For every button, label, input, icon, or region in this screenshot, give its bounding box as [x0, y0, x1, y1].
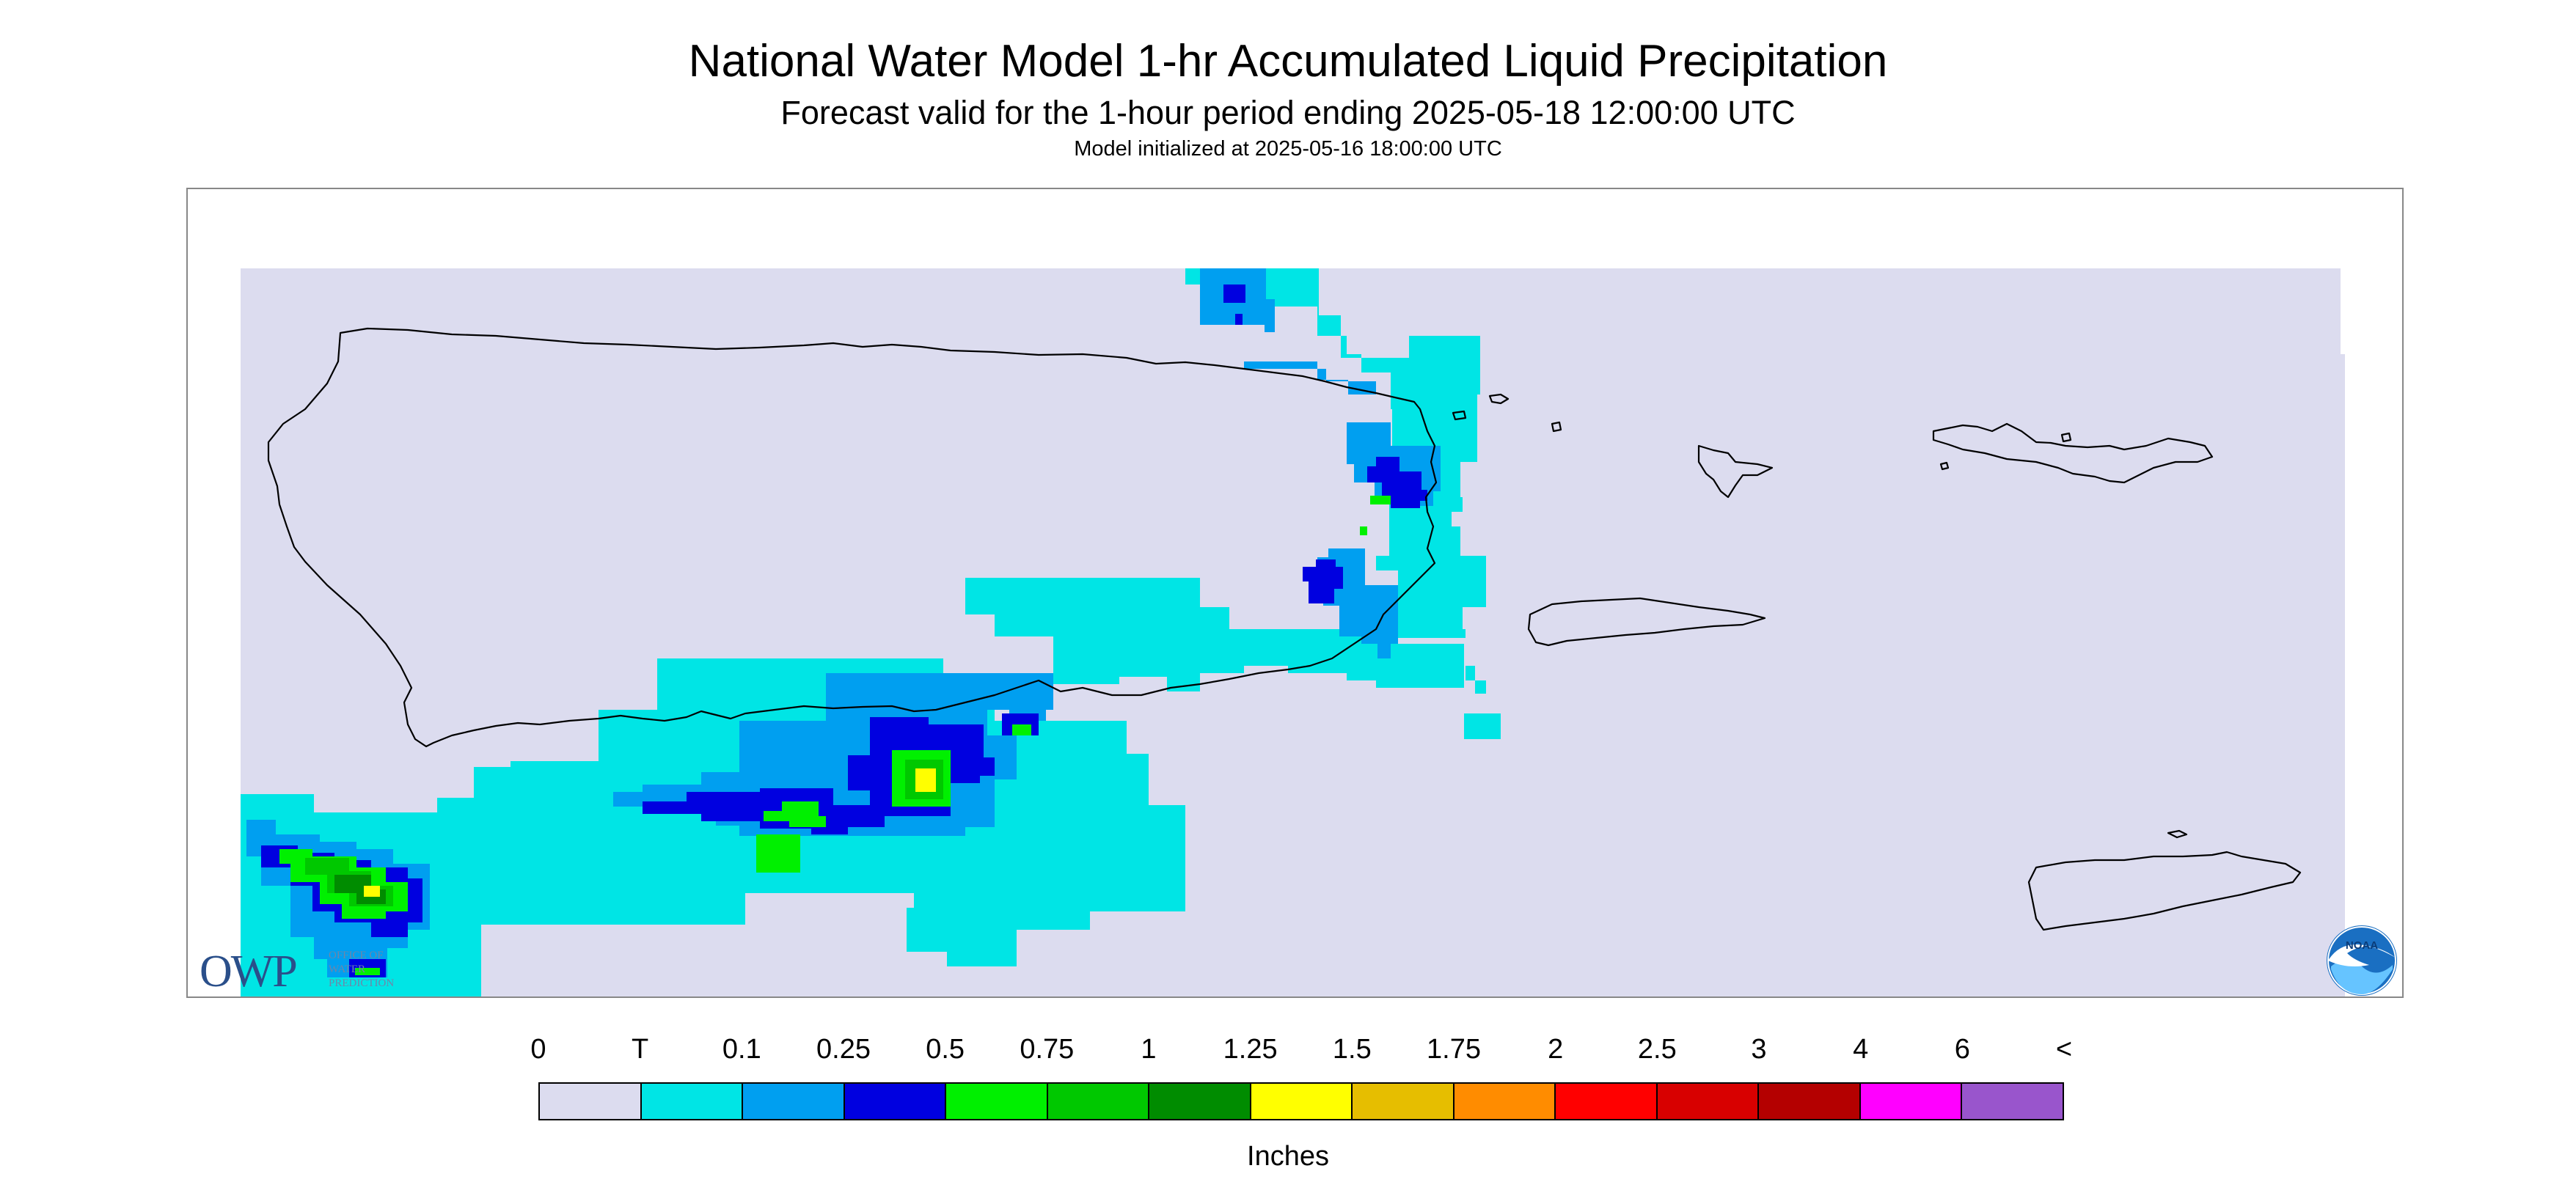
legend-tick-label: 6 — [1954, 1034, 1970, 1065]
legend-swatch — [1860, 1084, 1963, 1119]
owp-logo-subtext-line: OFFICE OF — [329, 950, 384, 961]
map-canvas — [241, 268, 2345, 996]
legend-tick-label: 2 — [1548, 1034, 1564, 1065]
owp-logo-subtext: OFFICE OF WATER PREDICTION — [329, 949, 394, 991]
model-init-line: Model initialized at 2025-05-16 18:00:00… — [1074, 137, 1502, 161]
legend-swatch — [1454, 1084, 1556, 1119]
legend-tick-label: 0 — [530, 1034, 546, 1065]
precip-area-central-band — [965, 578, 1501, 739]
noaa-logo-icon: NOAA — [2327, 925, 2397, 996]
legend-tick-label: 4 — [1853, 1034, 1869, 1065]
legend-tick-label: T — [632, 1034, 649, 1065]
map-title: National Water Model 1-hr Accumulated Li… — [688, 36, 1888, 87]
legend-swatch — [1962, 1084, 2063, 1119]
puerto-rico-coast — [267, 327, 1438, 748]
legend-swatch — [1556, 1084, 1658, 1119]
st-thomas-coast — [1697, 444, 1774, 499]
owp-logo-subtext-line: PREDICTION — [329, 977, 395, 989]
legend-tick-label: 1.25 — [1223, 1034, 1278, 1065]
legend-tick-label: 0.5 — [926, 1034, 965, 1065]
culebra-coast — [1488, 393, 1510, 405]
legend-swatch — [641, 1084, 744, 1119]
map-subtitle: Forecast valid for the 1-hour period end… — [780, 94, 1796, 131]
legend-tick-label: 1 — [1141, 1034, 1157, 1065]
precip-area-south-blobs — [907, 908, 1017, 966]
owp-logo-text: OWP — [200, 947, 298, 996]
st-croix-coast — [2027, 851, 2302, 931]
st-john-bvi-coast — [1932, 422, 2214, 484]
legend-tick-label: 1.5 — [1332, 1034, 1372, 1065]
legend-swatch — [946, 1084, 1048, 1119]
vieques-coast — [1527, 597, 1766, 647]
legend-swatch — [1251, 1084, 1353, 1119]
legend-tick-label: < — [2055, 1034, 2073, 1065]
legend-tick-label: 0.25 — [816, 1034, 871, 1065]
owp-logo-subtext-line: WATER — [329, 963, 365, 975]
legend-swatch — [540, 1084, 642, 1119]
owp-logo: OWP OFFICE OF WATER PREDICTION — [200, 946, 394, 997]
legend-swatch — [1353, 1084, 1455, 1119]
precipitation-map — [186, 188, 2404, 998]
legend-tick-label: 0.75 — [1020, 1034, 1075, 1065]
coastlines — [267, 327, 2302, 931]
legend-swatch — [1047, 1084, 1150, 1119]
legend-swatch — [1657, 1084, 1760, 1119]
legend-swatch — [844, 1084, 947, 1119]
legend-tick-label: 2.5 — [1637, 1034, 1677, 1065]
legend-swatch — [1149, 1084, 1251, 1119]
legend-tick-label: 3 — [1751, 1034, 1767, 1065]
legend-tick-label: 0.1 — [722, 1034, 761, 1065]
precip-max-areas — [364, 768, 936, 897]
legend-swatch — [743, 1084, 845, 1119]
legend-colorbar — [538, 1082, 2064, 1120]
legend-swatch — [1759, 1084, 1861, 1119]
legend-units-label: Inches — [1247, 1141, 1329, 1172]
legend-tick-label: 1.75 — [1427, 1034, 1481, 1065]
noaa-logo-text: NOAA — [2346, 939, 2378, 952]
